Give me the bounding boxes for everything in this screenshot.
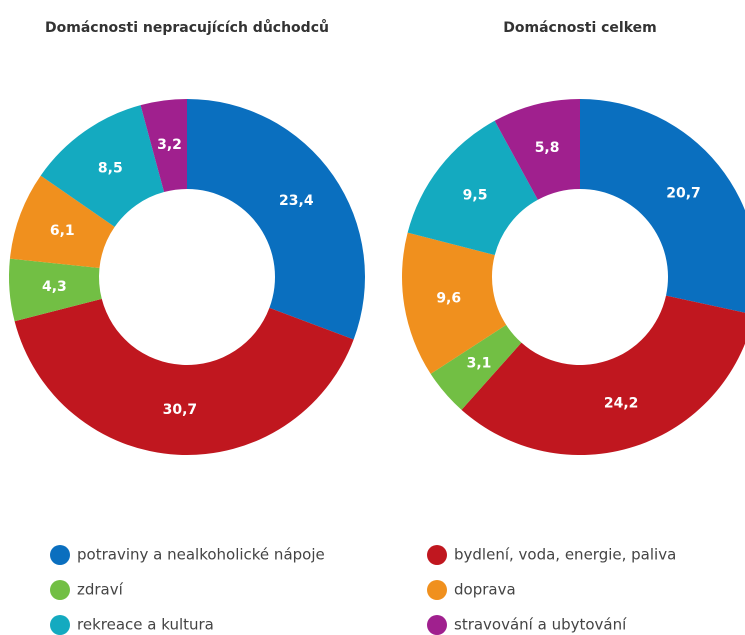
donut-slice xyxy=(187,99,365,340)
legend-label: potraviny a nealkoholické nápoje xyxy=(77,546,325,564)
donut-slice xyxy=(494,99,580,200)
donut-slice xyxy=(401,232,507,374)
donut-slice xyxy=(14,298,354,455)
legend-swatch xyxy=(50,615,70,635)
value-label: 9,6 xyxy=(436,290,461,306)
legend-label: stravování a ubytování xyxy=(454,616,627,634)
chart-title: Domácnosti nepracujících důchodců xyxy=(45,19,329,36)
donut-slice xyxy=(40,105,165,227)
legend-label: doprava xyxy=(454,581,516,599)
value-label: 3,1 xyxy=(467,356,492,372)
legend-label: bydlení, voda, energie, paliva xyxy=(454,546,676,564)
legend-swatch xyxy=(427,615,447,635)
value-label: 5,8 xyxy=(535,140,560,156)
legend-swatch xyxy=(427,545,447,565)
donut-slice xyxy=(580,99,745,313)
donut-slice xyxy=(407,120,538,256)
legend-label: rekreace a kultura xyxy=(77,616,214,634)
legend-label: zdraví xyxy=(77,581,124,599)
legend-swatch xyxy=(50,580,70,600)
legend-swatch xyxy=(50,545,70,565)
donut-slice xyxy=(430,324,522,410)
value-label: 30,7 xyxy=(163,402,198,418)
value-label: 3,2 xyxy=(157,137,182,153)
chart-title: Domácnosti celkem xyxy=(503,20,656,36)
legend-swatch xyxy=(427,580,447,600)
value-label: 8,5 xyxy=(98,160,123,176)
donut-slice xyxy=(9,175,115,268)
value-label: 23,4 xyxy=(279,193,314,209)
donut-slice xyxy=(8,258,102,322)
donut-slice xyxy=(461,295,745,455)
value-label: 20,7 xyxy=(666,186,701,202)
value-label: 24,2 xyxy=(604,395,639,411)
value-label: 4,3 xyxy=(42,279,67,295)
donut-slice xyxy=(140,99,187,193)
value-label: 9,5 xyxy=(463,187,488,203)
value-label: 6,1 xyxy=(50,223,75,239)
